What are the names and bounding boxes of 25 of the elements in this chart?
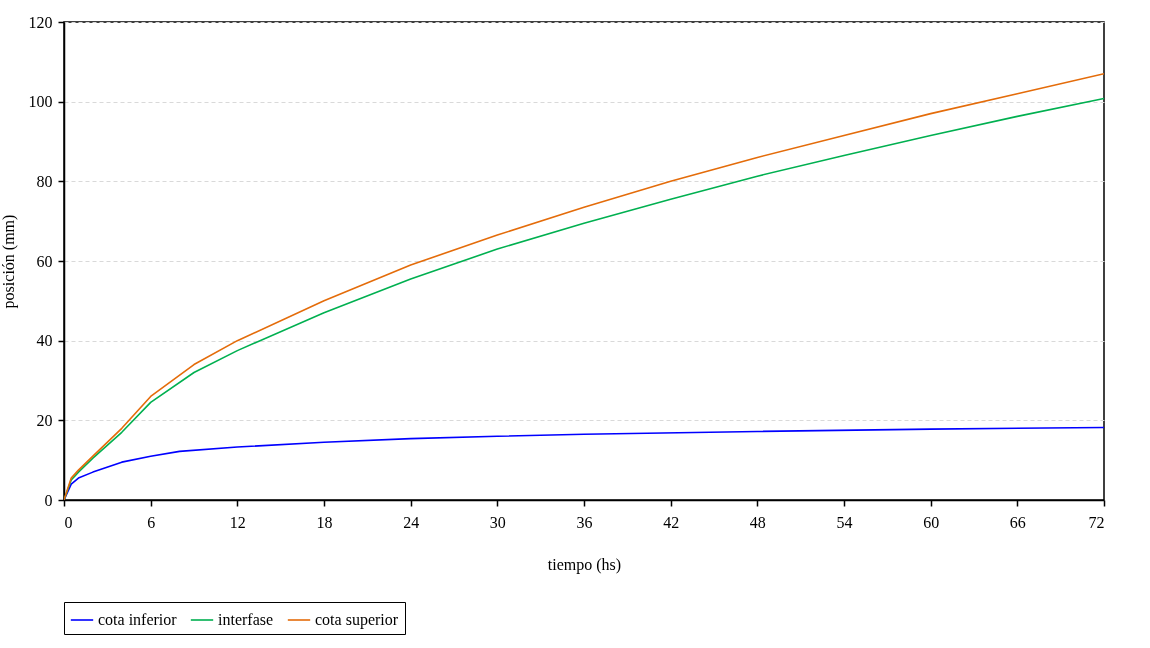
- x-tick-label: 42: [663, 513, 680, 531]
- x-tick-label: 24: [403, 513, 420, 531]
- x-axis-title: tiempo (hs): [547, 555, 622, 574]
- x-tick-label: 18: [316, 513, 333, 531]
- x-tick-label: 54: [836, 513, 853, 531]
- x-tick-label: 12: [229, 513, 246, 531]
- x-tick-label: 60: [923, 513, 940, 531]
- x-tick-label: 66: [1009, 513, 1026, 531]
- x-tick-label: 30: [489, 513, 506, 531]
- y-tick-label: 0: [44, 491, 53, 509]
- y-axis-title: posición (mm): [0, 214, 18, 309]
- x-tick-label: 36: [576, 513, 593, 531]
- legend-label: cota superior: [315, 611, 399, 629]
- y-tick-label: 100: [28, 93, 53, 111]
- y-tick-label: 120: [28, 13, 53, 31]
- y-tick-label: 80: [36, 172, 53, 190]
- legend-label: interfase: [218, 611, 274, 628]
- legend-label: cota inferior: [98, 611, 178, 628]
- x-tick-label: 6: [147, 513, 156, 531]
- x-tick-label: 72: [1088, 513, 1105, 531]
- x-tick-label: 48: [749, 513, 766, 531]
- y-tick-label: 60: [36, 252, 53, 270]
- y-tick-label: 20: [36, 411, 53, 429]
- y-tick-label: 40: [36, 332, 53, 350]
- x-tick-label: 0: [64, 513, 73, 531]
